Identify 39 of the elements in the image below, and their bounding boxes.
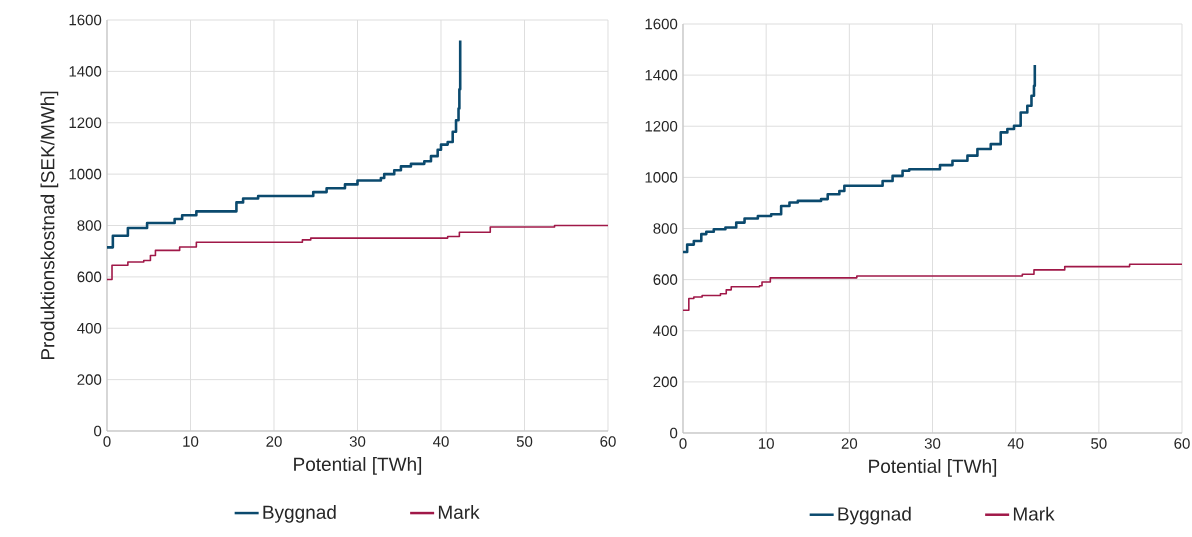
y-tick-label: 400 xyxy=(653,325,678,337)
y-tick-label: 1200 xyxy=(69,117,102,129)
x-tick-label: 40 xyxy=(433,436,449,447)
y-tick-label: 1600 xyxy=(69,14,102,26)
x-axis-title: Potential [TWh] xyxy=(294,457,422,475)
y-tick-label: 600 xyxy=(653,274,678,285)
x-tick-label: 60 xyxy=(600,436,616,447)
x-tick-label: 60 xyxy=(1174,438,1190,449)
x-tick-label: 30 xyxy=(349,436,366,447)
y-tick-label: 800 xyxy=(653,223,678,234)
x-axis-title: Potential [TWh] xyxy=(869,459,997,477)
y-tick-label: 0 xyxy=(670,427,678,439)
y-tick-label: 200 xyxy=(653,376,678,388)
x-tick-label: 40 xyxy=(1007,438,1024,449)
x-tick-label: 20 xyxy=(841,438,858,449)
x-tick-label: 30 xyxy=(924,438,941,449)
y-tick-label: 200 xyxy=(77,374,102,385)
y-tick-label: 1400 xyxy=(69,66,102,77)
y-axis-title: Produktionskostnad [SEK/MWh] xyxy=(40,91,59,360)
y-tick-label: 400 xyxy=(77,322,102,334)
x-tick-label: 0 xyxy=(103,436,111,447)
y-tick-label: 1000 xyxy=(69,168,102,180)
x-tick-label: 10 xyxy=(758,438,774,449)
y-tick-label: 1400 xyxy=(645,69,678,81)
legend-label: Byggnad xyxy=(263,505,336,523)
legend-label: Byggnad xyxy=(838,506,911,525)
legend-label: Mark xyxy=(438,505,480,520)
y-tick-label: 800 xyxy=(77,220,102,231)
x-tick-label: 10 xyxy=(183,436,199,447)
legend-label: Mark xyxy=(1013,506,1055,521)
x-tick-label: 0 xyxy=(679,438,687,449)
y-tick-label: 1600 xyxy=(645,18,678,30)
x-tick-label: 50 xyxy=(1091,438,1107,449)
y-tick-label: 1000 xyxy=(645,172,678,183)
x-tick-label: 50 xyxy=(516,436,533,447)
y-tick-label: 600 xyxy=(77,271,102,283)
y-tick-label: 0 xyxy=(94,425,102,437)
x-tick-label: 20 xyxy=(266,436,282,447)
y-tick-label: 1200 xyxy=(645,120,678,132)
